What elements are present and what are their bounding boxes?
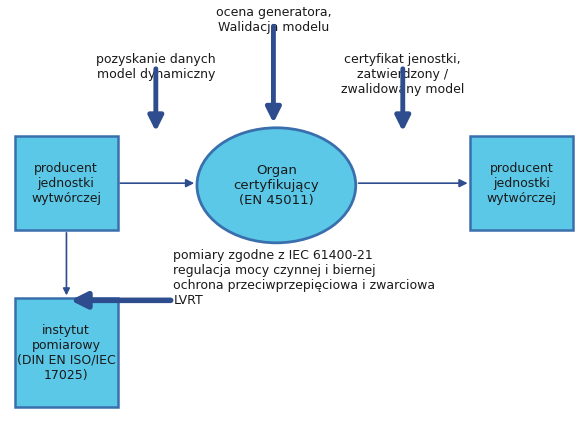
Ellipse shape (197, 128, 356, 243)
Text: certyfikat jenostki,
zatwierdzony /
zwalidowany model: certyfikat jenostki, zatwierdzony / zwal… (341, 53, 465, 96)
Text: Organ
certyfikujący
(EN 45011): Organ certyfikujący (EN 45011) (233, 164, 319, 207)
Text: producent
jednostki
wytwórczej: producent jednostki wytwórczej (487, 162, 557, 204)
Text: ocena generatora,
Walidacja modelu: ocena generatora, Walidacja modelu (216, 6, 331, 35)
Text: instytut
pomiarowy
(DIN EN ISO/IEC
17025): instytut pomiarowy (DIN EN ISO/IEC 17025… (17, 323, 115, 382)
FancyBboxPatch shape (15, 298, 118, 407)
FancyBboxPatch shape (470, 136, 573, 230)
Text: producent
jednostki
wytwórczej: producent jednostki wytwórczej (31, 162, 101, 204)
Text: pozyskanie danych
model dynamiczny: pozyskanie danych model dynamiczny (96, 53, 216, 81)
Text: pomiary zgodne z IEC 61400-21
regulacja mocy czynnej i biernej
ochrona przeciwpr: pomiary zgodne z IEC 61400-21 regulacja … (173, 249, 436, 307)
FancyBboxPatch shape (15, 136, 118, 230)
